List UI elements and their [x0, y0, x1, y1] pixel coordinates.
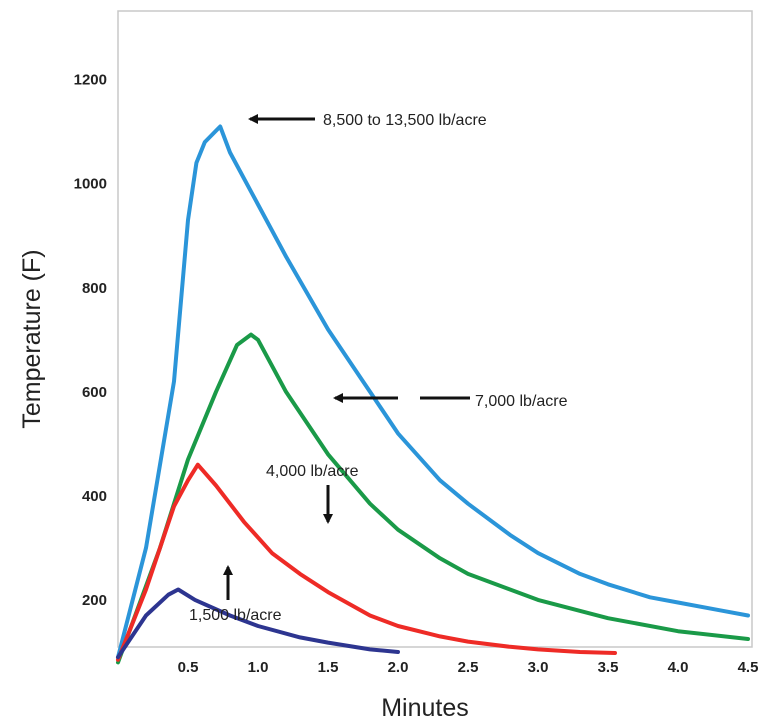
annotation-label-7000: 7,000 lb/acre: [475, 393, 568, 410]
y-tick-label: 400: [82, 488, 107, 505]
y-tick-label: 1200: [74, 72, 107, 89]
y-tick-label: 800: [82, 280, 107, 297]
y-tick-label: 200: [82, 592, 107, 609]
y-tick-labels: 200 400 600 800 1000 1200: [74, 72, 107, 609]
x-tick-label: 0.5: [178, 659, 199, 676]
x-tick-label: 1.5: [318, 659, 339, 676]
x-tick-label: 4.0: [668, 659, 689, 676]
x-tick-label: 2.5: [458, 659, 479, 676]
annotation-label-8500: 8,500 to 13,500 lb/acre: [323, 112, 487, 129]
x-tick-label: 4.5: [738, 659, 759, 676]
plot-frame: [117, 10, 753, 648]
series-lines: [116, 124, 750, 665]
series-line-2: [116, 462, 617, 662]
x-tick-label: 3.0: [528, 659, 549, 676]
series-line-1: [116, 332, 750, 665]
annotation-label-4000: 4,000 lb/acre: [266, 463, 359, 480]
x-tick-label: 2.0: [388, 659, 409, 676]
series-line-0: [116, 124, 750, 660]
x-tick-label: 3.5: [598, 659, 619, 676]
series-line-3: [116, 587, 400, 660]
y-tick-label: 1000: [74, 176, 107, 193]
annotation-label-1500: 1,500 lb/acre: [189, 607, 282, 624]
x-tick-labels: 0.5 1.0 1.5 2.0 2.5 3.0 3.5 4.0 4.5: [178, 659, 759, 676]
x-axis-title: Minutes: [381, 694, 469, 722]
y-axis-title: Temperature (F): [18, 249, 46, 428]
y-tick-label: 600: [82, 384, 107, 401]
x-tick-label: 1.0: [248, 659, 269, 676]
